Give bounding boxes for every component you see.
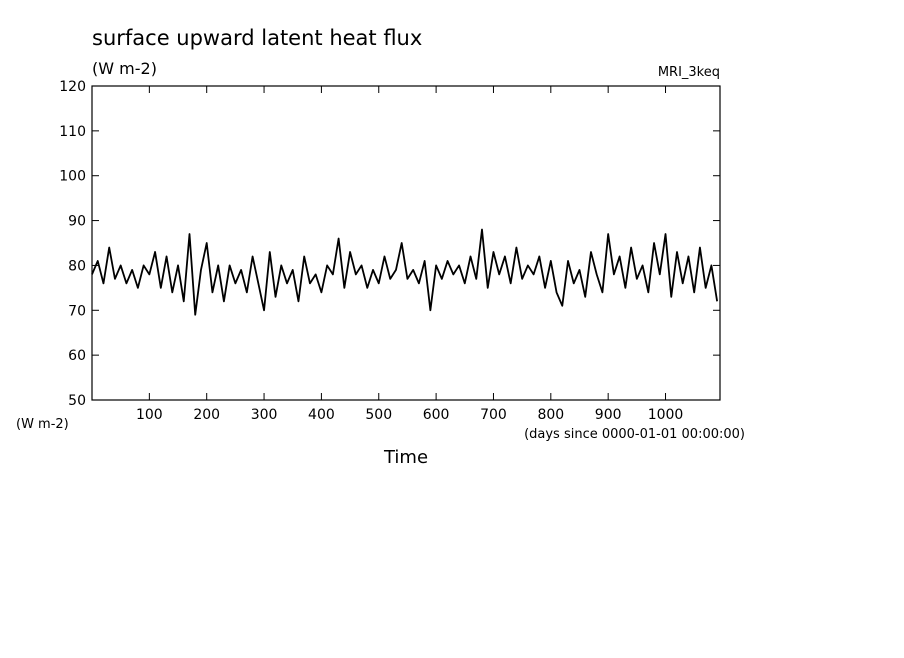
y-unit-label: (W m-2) [16, 417, 69, 432]
x-tick-label: 1000 [648, 407, 684, 423]
y-tick-label: 120 [59, 79, 86, 95]
chart-subtitle: (W m-2) [92, 59, 157, 78]
x-tick-label: 900 [595, 407, 622, 423]
y-tick-label: 100 [59, 169, 86, 185]
x-unit-label: (days since 0000-01-01 00:00:00) [524, 427, 745, 442]
x-tick-label: 600 [423, 407, 450, 423]
y-tick-label: 50 [68, 393, 86, 409]
x-tick-label: 100 [136, 407, 163, 423]
x-tick-label: 700 [480, 407, 507, 423]
x-tick-label: 500 [365, 407, 392, 423]
x-tick-label: 800 [537, 407, 564, 423]
y-tick-label: 110 [59, 124, 86, 140]
x-tick-label: 300 [251, 407, 278, 423]
data-line [91, 228, 719, 316]
x-tick-label: 400 [308, 407, 335, 423]
y-tick-label: 80 [68, 258, 86, 274]
plot-frame [91, 85, 721, 401]
y-tick-label: 90 [68, 214, 86, 230]
x-tick-label: 200 [193, 407, 220, 423]
annotation: MRI_3keq [658, 65, 720, 80]
y-tick-label: 60 [68, 348, 86, 364]
chart-title: surface upward latent heat flux [92, 26, 422, 50]
x-axis-title: Time [383, 447, 428, 468]
y-tick-label: 70 [68, 303, 86, 319]
